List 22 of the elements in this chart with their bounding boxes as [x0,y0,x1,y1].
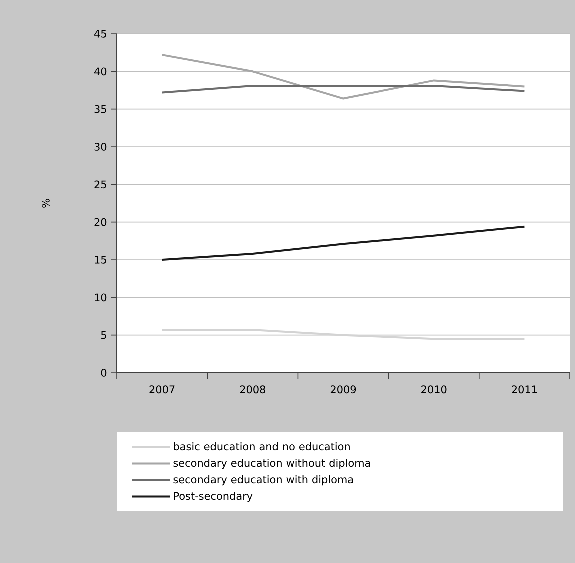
x-tick-label: 2008 [240,386,266,394]
y-tick-label: 5 [101,331,106,340]
y-tick-label: 15 [95,256,106,264]
x-tick-label: 2010 [422,386,447,394]
legend-label: Post-secondary [174,492,253,502]
y-tick-label: 40 [94,68,107,76]
y-axis-title: % [42,199,50,208]
x-tick-label: 2011 [512,386,538,394]
legend-label: basic education and no education [174,442,350,451]
line-series [161,226,526,261]
y-tick-label: 35 [94,105,106,114]
legend-label: secondary education with diploma [174,476,354,486]
y-tick-label: 20 [94,218,107,226]
y-tick-label: 25 [94,180,106,189]
y-tick-label: 10 [95,294,107,302]
x-tick-label: 2007 [150,386,175,394]
line-series [161,54,526,100]
y-tick-label: 45 [94,30,106,38]
x-tick-label: 2009 [330,386,356,394]
y-tick-label: 0 [101,369,107,377]
y-tick-label: 30 [94,143,107,151]
legend-label: secondary education without diploma [174,459,370,470]
